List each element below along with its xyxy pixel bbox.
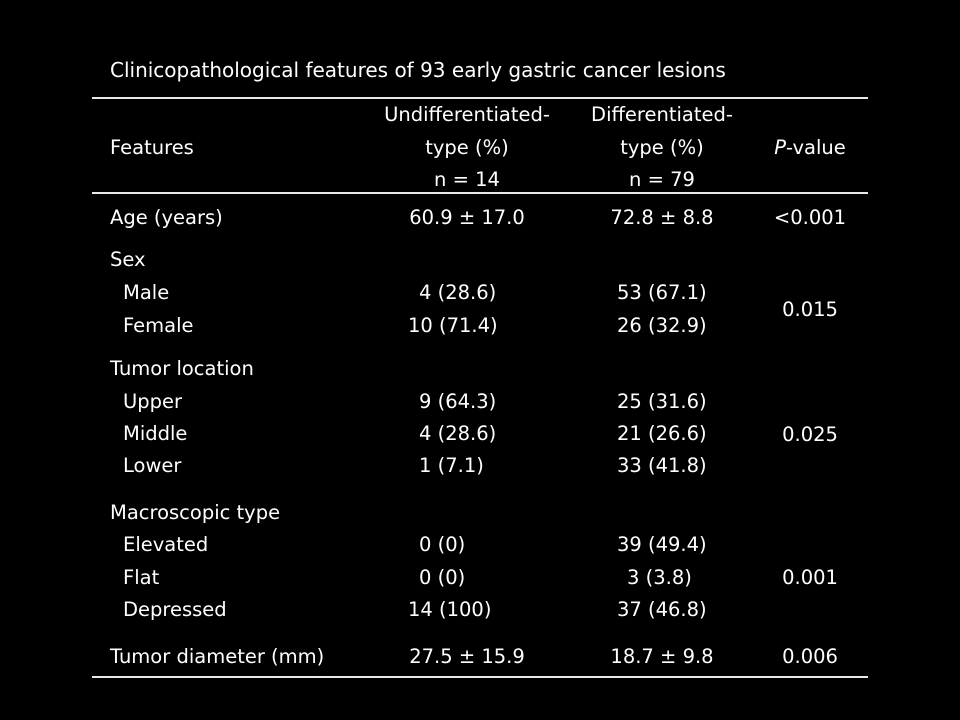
macro-flat-label: Flat <box>123 566 160 589</box>
location-p: 0.025 <box>782 423 838 446</box>
macro-depressed-label: Depressed <box>123 598 227 621</box>
sex-male-diff: 53 (67.1) <box>617 281 707 304</box>
sex-p: 0.015 <box>782 298 838 321</box>
diameter-diff: 18.7 ± 9.8 <box>610 645 714 668</box>
sex-label: Sex <box>110 248 146 271</box>
sex-male-undiff: 4 (28.6) <box>419 281 497 304</box>
location-upper-label: Upper <box>123 390 183 413</box>
macro-elevated-diff: 39 (49.4) <box>617 533 707 556</box>
location-label: Tumor location <box>110 357 254 380</box>
header-p-italic: P <box>774 136 786 159</box>
age-diff: 72.8 ± 8.8 <box>610 206 714 229</box>
location-lower-diff: 33 (41.8) <box>617 454 707 477</box>
header-diff-line1: Differentiated- <box>591 103 733 126</box>
location-lower-undiff: 1 (7.1) <box>419 454 484 477</box>
header-features: Features <box>110 136 194 159</box>
diameter-label: Tumor diameter (mm) <box>110 645 325 668</box>
macro-p: 0.001 <box>782 566 838 589</box>
age-label: Age (years) <box>110 206 223 229</box>
location-upper-undiff: 9 (64.3) <box>419 390 497 413</box>
sex-female-diff: 26 (32.9) <box>617 314 707 337</box>
macro-label: Macroscopic type <box>110 501 281 524</box>
header-diff-line3: n = 79 <box>629 168 695 191</box>
header-undiff-line3: n = 14 <box>434 168 500 191</box>
diameter-p: 0.006 <box>782 645 838 668</box>
header-undiff-line1: Undifferentiated- <box>384 103 550 126</box>
location-upper-diff: 25 (31.6) <box>617 390 707 413</box>
diameter-undiff: 27.5 ± 15.9 <box>409 645 525 668</box>
location-middle-diff: 21 (26.6) <box>617 422 707 445</box>
location-middle-undiff: 4 (28.6) <box>419 422 497 445</box>
sex-male-label: Male <box>123 281 170 304</box>
header-rule <box>92 192 868 194</box>
bottom-rule <box>92 676 868 678</box>
header-p-rest: -value <box>785 136 846 159</box>
age-undiff: 60.9 ± 17.0 <box>409 206 525 229</box>
location-lower-label: Lower <box>123 454 182 477</box>
sex-female-label: Female <box>123 314 194 337</box>
table-title: Clinicopathological features of 93 early… <box>110 58 726 82</box>
top-rule <box>92 97 868 99</box>
location-middle-label: Middle <box>123 422 188 445</box>
macro-elevated-label: Elevated <box>123 533 209 556</box>
header-diff-line2: type (%) <box>620 136 704 159</box>
header-p-value: P-value <box>774 136 846 160</box>
macro-depressed-undiff: 14 (100) <box>408 598 492 621</box>
header-undiff-line2: type (%) <box>425 136 509 159</box>
macro-elevated-undiff: 0 (0) <box>419 533 466 556</box>
macro-flat-undiff: 0 (0) <box>419 566 466 589</box>
sex-female-undiff: 10 (71.4) <box>408 314 498 337</box>
macro-flat-diff: 3 (3.8) <box>627 566 692 589</box>
age-p: <0.001 <box>773 206 847 229</box>
macro-depressed-diff: 37 (46.8) <box>617 598 707 621</box>
